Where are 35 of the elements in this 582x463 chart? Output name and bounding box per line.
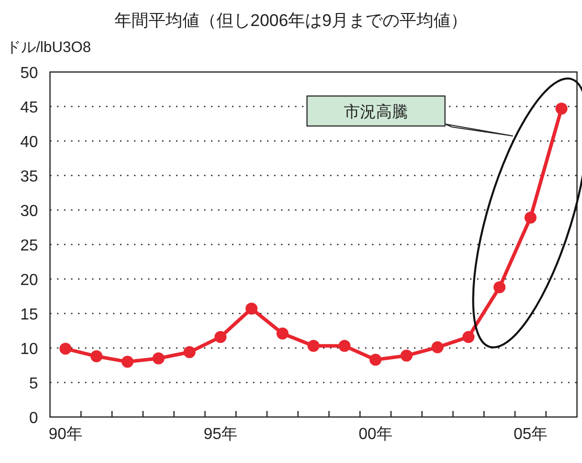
point xyxy=(556,102,568,115)
x-tick-label: 90年 xyxy=(48,426,82,443)
y-tick-label: 0 xyxy=(29,410,38,427)
y-axis-title: ドル/lbU3O8 xyxy=(6,39,92,56)
y-tick-label: 5 xyxy=(29,376,38,392)
point xyxy=(308,340,320,352)
y-tick-label: 45 xyxy=(20,100,38,116)
y-tick-label: 40 xyxy=(20,134,38,151)
y-tick-label: 25 xyxy=(20,238,38,254)
point xyxy=(246,302,258,315)
y-tick-label: 50 xyxy=(20,65,38,82)
point xyxy=(184,346,196,358)
chart-title: 年間平均値（但し2006年は9月までの平均値） xyxy=(114,11,468,30)
y-tick-label: 15 xyxy=(20,306,38,324)
annotation: 市況高騰 xyxy=(344,103,408,121)
x-tick-label: 00年 xyxy=(358,426,392,443)
point xyxy=(432,341,444,354)
point xyxy=(338,340,350,352)
point xyxy=(400,350,412,362)
point xyxy=(370,354,382,366)
point xyxy=(152,352,164,364)
point xyxy=(60,342,72,355)
point xyxy=(462,330,474,343)
point xyxy=(494,281,506,294)
y-tick-label: 35 xyxy=(20,168,38,186)
point xyxy=(524,212,536,224)
x-tick-label: 95年 xyxy=(204,426,238,443)
y-tick-label: 30 xyxy=(20,203,38,220)
y-tick-label: 20 xyxy=(20,272,38,289)
y-tick-label: 10 xyxy=(20,341,38,358)
point xyxy=(90,350,102,362)
point xyxy=(276,328,288,340)
point xyxy=(214,330,226,343)
point xyxy=(122,356,134,368)
x-tick-label: 05年 xyxy=(514,426,548,443)
